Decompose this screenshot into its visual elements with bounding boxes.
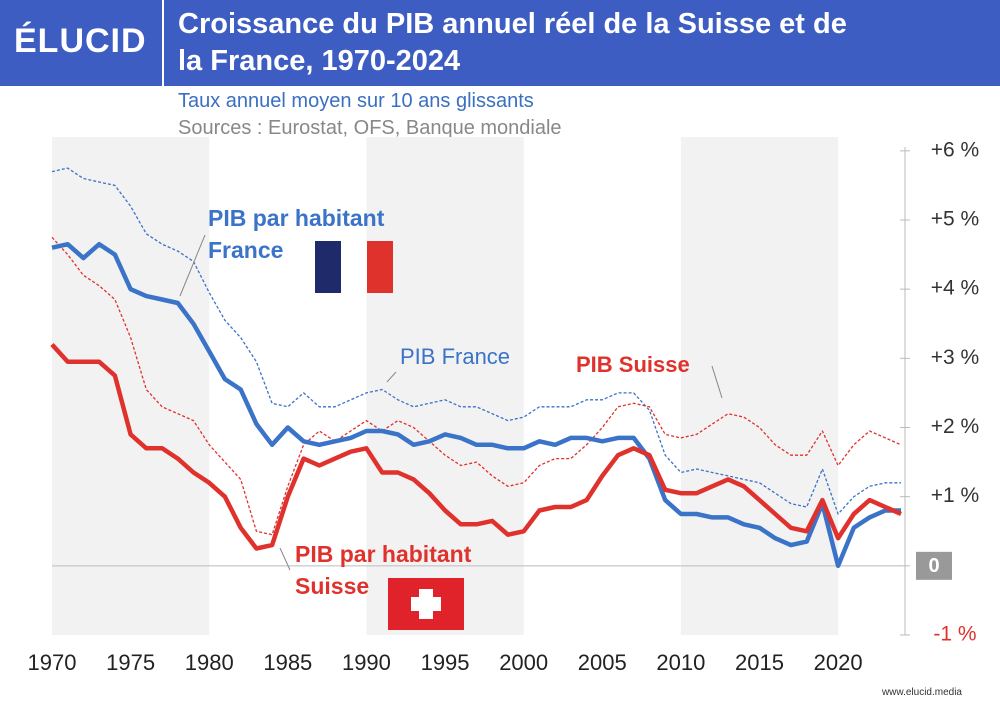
- background-band: [680, 137, 839, 635]
- zero-label-box: [916, 551, 952, 580]
- series-label: PIB Suisse: [576, 352, 690, 377]
- header: ÉLUCID Croissance du PIB annuel réel de …: [0, 0, 1000, 86]
- x-tick-label: 2015: [735, 650, 784, 675]
- y-tick-label: +3 %: [931, 346, 979, 369]
- y-tick-label: 0: [928, 555, 939, 577]
- y-tick-label: -1 %: [933, 623, 976, 646]
- sources: Sources : Eurostat, OFS, Banque mondiale: [178, 117, 562, 139]
- series-label: PIB France: [400, 344, 510, 369]
- x-tick-label: 1995: [421, 650, 470, 675]
- flag-france: [315, 241, 393, 293]
- series-line: [51, 236, 902, 536]
- flag-switzerland: [388, 578, 464, 630]
- label-leader: [386, 371, 397, 383]
- series-line: [50, 342, 902, 551]
- x-tick-label: 2000: [499, 650, 548, 675]
- flag-stripe: [341, 241, 367, 293]
- label-leader: [711, 365, 723, 399]
- x-tick-label: 1990: [342, 650, 391, 675]
- label-leader: [279, 547, 291, 571]
- x-tick-label: 2010: [656, 650, 705, 675]
- series-label: PIB par habitant: [208, 205, 385, 231]
- chart-title: Croissance du PIB annuel réel de la Suis…: [178, 8, 847, 77]
- divider: [162, 0, 164, 86]
- x-tick-label: 1970: [28, 650, 77, 675]
- background-band: [52, 137, 210, 635]
- flag-stripe: [315, 241, 341, 293]
- y-tick-label: +1 %: [931, 484, 979, 507]
- footer: www.elucid.media: [881, 687, 962, 698]
- series-label: France: [208, 237, 283, 263]
- x-tick-label: 1975: [106, 650, 155, 675]
- y-tick-label: +6 %: [931, 138, 979, 161]
- y-tick-label: +2 %: [931, 415, 979, 438]
- series-label: Suisse: [295, 573, 369, 599]
- x-tick-label: 1980: [185, 650, 234, 675]
- subtitle: Taux annuel moyen sur 10 ans glissants: [178, 90, 534, 112]
- series-line: [51, 167, 901, 515]
- series-line: [51, 241, 901, 569]
- logo: ÉLUCID: [14, 22, 147, 60]
- x-tick-label: 1985: [263, 650, 312, 675]
- y-tick-label: +4 %: [931, 277, 979, 300]
- background-band: [366, 137, 524, 635]
- label-leader: [179, 234, 206, 297]
- flag-stripe: [367, 241, 393, 293]
- series-label: PIB par habitant: [295, 541, 472, 567]
- x-tick-label: 2020: [814, 650, 863, 675]
- x-tick-label: 2005: [578, 650, 627, 675]
- flag-cross: [411, 597, 441, 611]
- y-tick-label: +5 %: [931, 208, 979, 231]
